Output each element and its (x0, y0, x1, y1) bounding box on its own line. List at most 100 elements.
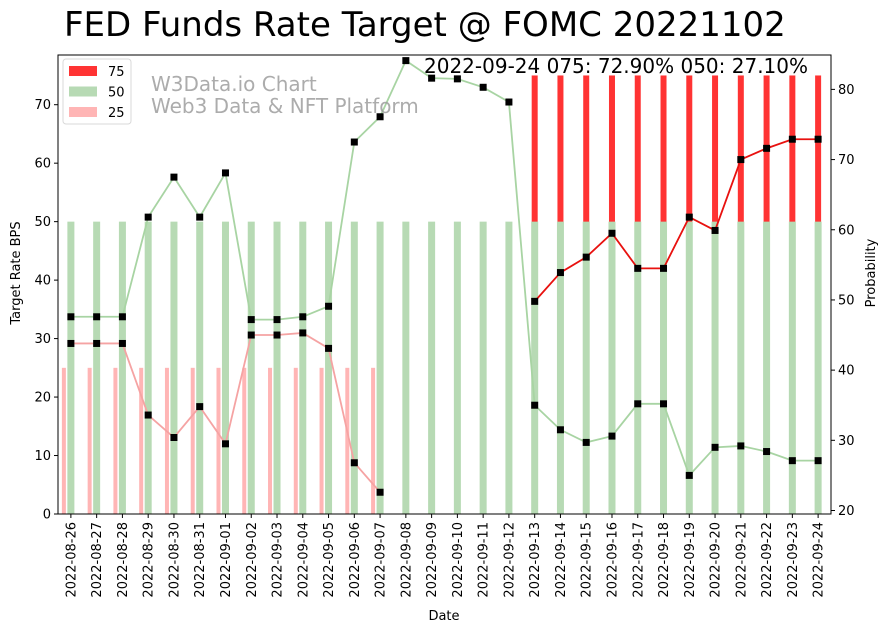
bar-25-12 (371, 367, 376, 514)
y2-tick-label-1: 30 (838, 434, 855, 449)
x-tick-label-15: 2022-09-10 (451, 522, 466, 598)
y2-tick-label-6: 80 (838, 83, 855, 98)
bar-25-3 (139, 367, 144, 514)
y-tick-label-6: 60 (34, 157, 51, 172)
prob-marker-50-12 (376, 113, 384, 121)
prob-marker-50-0 (67, 313, 75, 321)
prob-marker-50-28 (788, 457, 796, 465)
x-tick-label-23: 2022-09-18 (657, 522, 672, 598)
prob-marker-50-17 (505, 98, 513, 106)
prob-marker-50-16 (479, 83, 487, 91)
prob-marker-50-4 (170, 173, 178, 181)
bar-50-13 (402, 221, 410, 514)
legend-swatch-75 (69, 66, 97, 76)
bar-50-2 (118, 221, 126, 514)
prob-marker-50-29 (814, 457, 822, 465)
x-tick-label-8: 2022-09-03 (271, 522, 286, 598)
bar-50-1 (93, 221, 101, 514)
bar-50-10 (325, 221, 333, 514)
prob-marker-50-22 (634, 400, 642, 408)
x-tick-label-17: 2022-09-12 (502, 522, 517, 598)
bar-50-19 (556, 221, 564, 514)
x-tick-label-9: 2022-09-04 (296, 522, 311, 598)
bar-25-11 (345, 367, 350, 514)
prob-marker-50-9 (299, 313, 307, 321)
prob-marker-25-8 (273, 331, 281, 339)
bar-25-0 (61, 367, 66, 514)
y-axis-label: Target Rate BPS (9, 221, 24, 325)
bar-50-22 (634, 221, 642, 514)
prob-line-50-0 (70, 59, 819, 478)
prob-marker-75-27 (763, 144, 771, 152)
x-tick-label-16: 2022-09-11 (477, 522, 492, 598)
chart-annotation: 2022-09-24 075: 72.90% 050: 27.10% (424, 54, 808, 78)
legend-label-75: 75 (108, 65, 125, 80)
x-tick-label-20: 2022-09-15 (580, 522, 595, 598)
prob-marker-50-27 (763, 448, 771, 456)
y-tick-label-7: 70 (34, 98, 51, 113)
bar-50-7 (247, 221, 255, 514)
bar-50-17 (505, 221, 513, 514)
prob-marker-75-19 (556, 269, 564, 277)
prob-marker-50-14 (428, 74, 436, 82)
prob-marker-50-20 (582, 438, 590, 446)
bar-50-8 (273, 221, 281, 514)
bar-50-27 (763, 221, 771, 514)
legend-swatch-50 (69, 86, 97, 97)
prob-marker-50-13 (402, 57, 410, 65)
bar-25-2 (113, 367, 118, 514)
bar-50-12 (376, 221, 384, 514)
legend-label-25: 25 (108, 106, 125, 121)
prob-marker-25-12 (376, 488, 384, 496)
x-axis-label: Date (428, 609, 459, 624)
bar-50-26 (737, 221, 745, 514)
prob-marker-75-23 (660, 264, 668, 272)
prob-marker-50-19 (556, 426, 564, 434)
axes-layer: 0 10 20 30 40 50 60 70 20 30 40 50 60 70 80 2022-08-26 2… (34, 54, 855, 598)
prob-marker-75-25 (711, 226, 719, 234)
prob-marker-25-2 (118, 339, 126, 347)
bar-50-3 (144, 221, 152, 514)
x-tick-label-5: 2022-08-31 (193, 522, 208, 598)
prob-marker-75-28 (788, 135, 796, 143)
y-tick-label-2: 20 (34, 391, 51, 406)
x-tick-label-25: 2022-09-20 (709, 522, 724, 598)
bar-25-6 (216, 367, 221, 514)
bar-50-21 (608, 221, 616, 514)
prob-marker-50-5 (196, 213, 204, 221)
y-tick-label-3: 30 (34, 332, 51, 347)
x-tick-label-1: 2022-08-27 (90, 522, 105, 598)
x-tick-label-3: 2022-08-29 (142, 522, 157, 598)
prob-marker-50-1 (93, 313, 101, 321)
legend-swatch-25 (69, 107, 97, 117)
prob-marker-25-5 (196, 403, 204, 411)
y2-axis-label: Probability (864, 238, 879, 307)
prob-marker-50-15 (453, 75, 461, 83)
bar-25-8 (268, 367, 273, 514)
legend-label-50: 50 (108, 86, 125, 101)
bar-50-28 (788, 221, 796, 514)
bar-50-4 (170, 221, 178, 514)
prob-marker-75-29 (814, 135, 822, 143)
x-tick-label-28: 2022-09-23 (786, 522, 801, 598)
watermark-line-1: W3Data.io Chart (151, 72, 317, 96)
bars-layer (61, 75, 822, 514)
x-tick-label-27: 2022-09-22 (760, 522, 775, 598)
prob-marker-25-4 (170, 434, 178, 441)
bar-50-15 (453, 221, 461, 514)
bar-25-4 (164, 367, 169, 514)
x-tick-label-26: 2022-09-21 (734, 522, 749, 598)
x-tick-label-7: 2022-09-02 (245, 522, 260, 598)
x-tick-label-2: 2022-08-28 (116, 522, 131, 598)
x-tick-label-14: 2022-09-09 (425, 522, 440, 598)
bar-25-1 (87, 367, 92, 514)
prob-marker-50-26 (737, 442, 745, 450)
prob-marker-50-3 (144, 213, 152, 221)
bar-50-24 (685, 221, 693, 514)
prob-marker-50-23 (660, 400, 668, 408)
bar-50-25 (711, 221, 719, 514)
x-tick-label-29: 2022-09-24 (812, 522, 827, 598)
prob-marker-50-6 (221, 169, 229, 177)
prob-marker-25-6 (221, 440, 229, 448)
lines-layer (67, 57, 822, 496)
